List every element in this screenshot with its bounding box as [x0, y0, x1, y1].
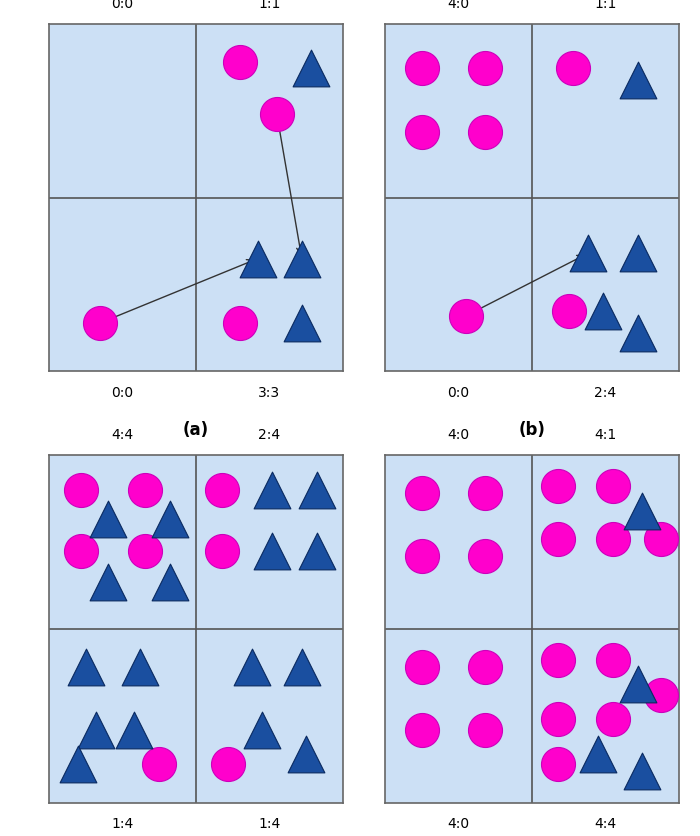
Point [553, 654, 564, 667]
Text: 2:4: 2:4 [258, 428, 281, 441]
Point [480, 126, 491, 140]
Text: 0:0: 0:0 [447, 386, 470, 400]
Point [656, 688, 667, 701]
Point [300, 747, 312, 761]
Text: 1:1: 1:1 [594, 0, 617, 11]
Point [80, 660, 91, 674]
Point [252, 252, 263, 266]
Point [164, 575, 175, 589]
Text: (a): (a) [183, 421, 209, 439]
Point [234, 317, 246, 330]
Point [480, 487, 491, 501]
Point [311, 544, 322, 558]
Point [267, 544, 278, 558]
Text: 4:1: 4:1 [594, 428, 617, 441]
Text: 4:0: 4:0 [447, 0, 470, 11]
Text: 1:1: 1:1 [258, 0, 281, 11]
Point [73, 757, 84, 771]
Text: 4:4: 4:4 [594, 817, 617, 830]
Point [607, 480, 618, 493]
Point [102, 513, 113, 527]
Point [217, 483, 228, 497]
Point [76, 544, 87, 558]
Text: 4:4: 4:4 [111, 428, 134, 441]
Point [480, 723, 491, 737]
Point [553, 533, 564, 546]
Point [234, 57, 246, 70]
Point [76, 483, 87, 497]
Point [129, 723, 140, 737]
Point [480, 62, 491, 75]
Point [563, 304, 574, 318]
Text: 1:4: 1:4 [111, 817, 134, 830]
Point [632, 327, 643, 340]
Text: 3:3: 3:3 [258, 386, 281, 400]
Point [597, 304, 608, 318]
Text: 4:0: 4:0 [447, 428, 470, 441]
Point [480, 660, 491, 674]
Point [305, 62, 316, 75]
Point [102, 575, 113, 589]
Point [416, 126, 427, 140]
Point [139, 544, 150, 558]
Point [271, 109, 282, 122]
Point [416, 549, 427, 563]
Point [223, 757, 234, 771]
Text: 4:0: 4:0 [447, 817, 470, 830]
Text: 1:4: 1:4 [258, 817, 281, 830]
Point [296, 317, 307, 330]
Point [153, 757, 164, 771]
Text: (b): (b) [519, 421, 545, 439]
Point [553, 480, 564, 493]
Point [94, 317, 106, 330]
Point [267, 483, 278, 497]
Point [134, 660, 146, 674]
Text: 0:0: 0:0 [111, 386, 134, 400]
Point [656, 533, 667, 546]
Point [632, 74, 643, 87]
Point [553, 757, 564, 771]
Point [592, 747, 603, 761]
Point [460, 310, 471, 324]
Point [632, 678, 643, 691]
Point [217, 544, 228, 558]
Text: 0:0: 0:0 [111, 0, 134, 11]
Point [607, 712, 618, 726]
Point [296, 660, 307, 674]
Point [416, 723, 427, 737]
Point [90, 723, 101, 737]
Point [164, 513, 175, 527]
Point [480, 549, 491, 563]
Text: 2:4: 2:4 [594, 386, 617, 400]
Point [636, 504, 648, 517]
Point [246, 660, 258, 674]
Point [256, 723, 267, 737]
Point [416, 487, 427, 501]
Point [296, 252, 307, 266]
Point [568, 62, 579, 75]
Point [311, 483, 322, 497]
Point [553, 712, 564, 726]
Point [416, 62, 427, 75]
Point [139, 483, 150, 497]
Point [632, 247, 643, 261]
Point [582, 247, 594, 261]
Point [636, 765, 648, 778]
Point [607, 654, 618, 667]
Point [416, 660, 427, 674]
Point [607, 533, 618, 546]
